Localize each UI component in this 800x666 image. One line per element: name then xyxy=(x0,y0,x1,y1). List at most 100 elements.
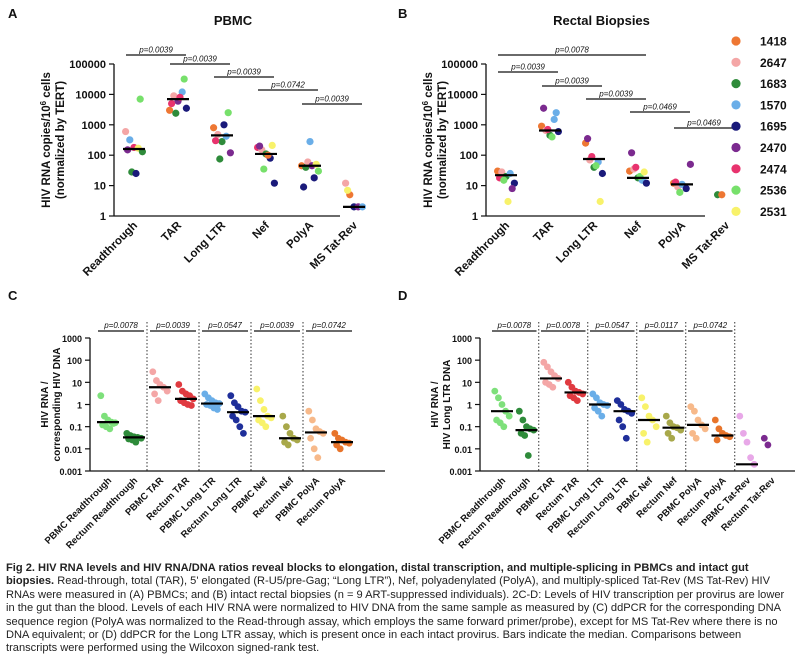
x-tick-label: Long LTR xyxy=(554,219,600,265)
data-point xyxy=(268,141,276,150)
y-tick-label: 10 xyxy=(72,378,82,388)
y-tick-label: 1 xyxy=(467,401,472,411)
data-point xyxy=(270,179,278,187)
data-point xyxy=(279,412,287,420)
data-point xyxy=(701,425,709,433)
data-point xyxy=(593,394,600,402)
data-point xyxy=(564,378,572,386)
data-point xyxy=(584,135,592,143)
legend-marker xyxy=(731,57,741,67)
data-point xyxy=(495,394,502,402)
data-point xyxy=(540,358,548,366)
y-tick-label: 1000 xyxy=(454,120,478,132)
y-tick-label: 100000 xyxy=(441,59,478,71)
data-point xyxy=(515,407,523,415)
panel-letter-B: B xyxy=(398,6,407,21)
data-point xyxy=(689,429,696,437)
data-point xyxy=(170,92,178,100)
x-tick-label: TAR xyxy=(160,219,185,244)
data-point xyxy=(342,179,350,187)
y-axis-label-line2: (normalized by TERT) xyxy=(437,81,449,199)
data-point xyxy=(122,127,130,136)
data-point xyxy=(284,441,292,449)
comparison-pvalue: p=0.0078 xyxy=(554,46,589,55)
data-point xyxy=(214,406,221,413)
data-point xyxy=(760,434,768,442)
data-point xyxy=(210,124,218,132)
data-point xyxy=(234,403,242,411)
comparison-pvalue: p=0.0039 xyxy=(259,321,294,330)
data-point xyxy=(216,155,224,163)
data-point xyxy=(283,423,290,431)
data-point xyxy=(300,183,308,191)
data-point xyxy=(764,441,772,449)
data-point xyxy=(521,432,529,439)
y-axis-label: HIV RNA copies/106 cells xyxy=(421,72,435,208)
data-point xyxy=(676,188,684,196)
data-point xyxy=(519,416,527,424)
data-point xyxy=(236,423,244,431)
data-point xyxy=(640,429,647,437)
x-tick-label: PolyA xyxy=(657,220,689,252)
data-point xyxy=(544,363,551,371)
data-point xyxy=(500,176,508,184)
data-point xyxy=(549,383,557,391)
data-point xyxy=(240,429,247,437)
comparison-pvalue: p=0.0039 xyxy=(226,68,261,77)
data-point xyxy=(498,401,506,408)
data-point xyxy=(226,149,234,157)
comparison-pvalue: p=0.0469 xyxy=(686,119,721,128)
data-point xyxy=(668,434,676,442)
data-point xyxy=(163,387,171,395)
comparison-pvalue: p=0.0078 xyxy=(103,321,138,330)
data-point xyxy=(212,137,220,145)
comparison-pvalue: p=0.0039 xyxy=(138,46,173,55)
data-point xyxy=(740,429,747,437)
comparison-pvalue: p=0.0039 xyxy=(598,90,633,99)
data-point xyxy=(638,394,646,402)
caption-title: Fig 2. HIV RNA levels and HIV RNA/DNA ra… xyxy=(6,562,749,588)
y-tick-label: 1000 xyxy=(452,334,472,344)
data-point xyxy=(643,438,651,446)
y-tick-label: 100 xyxy=(67,356,82,366)
data-point xyxy=(232,416,240,424)
legend-marker xyxy=(731,121,741,131)
data-point xyxy=(642,179,651,187)
y-tick-label: 1000 xyxy=(62,334,82,344)
data-point xyxy=(227,392,235,400)
data-point xyxy=(628,149,636,157)
data-point xyxy=(106,425,114,433)
data-point xyxy=(151,390,159,398)
data-point xyxy=(743,438,751,446)
comparison-pvalue: p=0.0547 xyxy=(207,321,242,330)
y-tick-label: 10 xyxy=(94,181,106,193)
x-tick-label: Readthrough xyxy=(453,220,512,279)
y-tick-label: 0.01 xyxy=(454,445,472,455)
data-point xyxy=(592,162,600,170)
data-point xyxy=(598,412,606,420)
data-point xyxy=(491,387,499,395)
data-point xyxy=(256,142,264,150)
data-point xyxy=(97,392,105,400)
y-tick-label: 1 xyxy=(100,211,106,223)
data-point xyxy=(747,454,754,462)
y-tick-label: 0.001 xyxy=(59,467,82,477)
panel-letter-A: A xyxy=(8,6,18,21)
data-point xyxy=(540,104,548,112)
y-tick-label: 0.001 xyxy=(449,467,472,477)
data-point xyxy=(622,434,630,442)
data-point xyxy=(132,169,140,178)
comparison-pvalue: p=0.0039 xyxy=(155,321,190,330)
data-point xyxy=(314,167,322,175)
data-point xyxy=(736,412,744,420)
comparison-pvalue: p=0.0078 xyxy=(496,321,531,330)
legend-marker xyxy=(731,185,741,195)
data-point xyxy=(642,403,649,411)
legend-label: 1418 xyxy=(760,35,787,49)
legend-marker xyxy=(731,36,741,46)
comparison-pvalue: p=0.0078 xyxy=(545,321,580,330)
data-point xyxy=(305,407,313,415)
legend-label: 1695 xyxy=(760,120,787,134)
y-tick-label: 100000 xyxy=(69,59,106,71)
panel-title-B: Rectal Biopsies xyxy=(553,13,650,28)
